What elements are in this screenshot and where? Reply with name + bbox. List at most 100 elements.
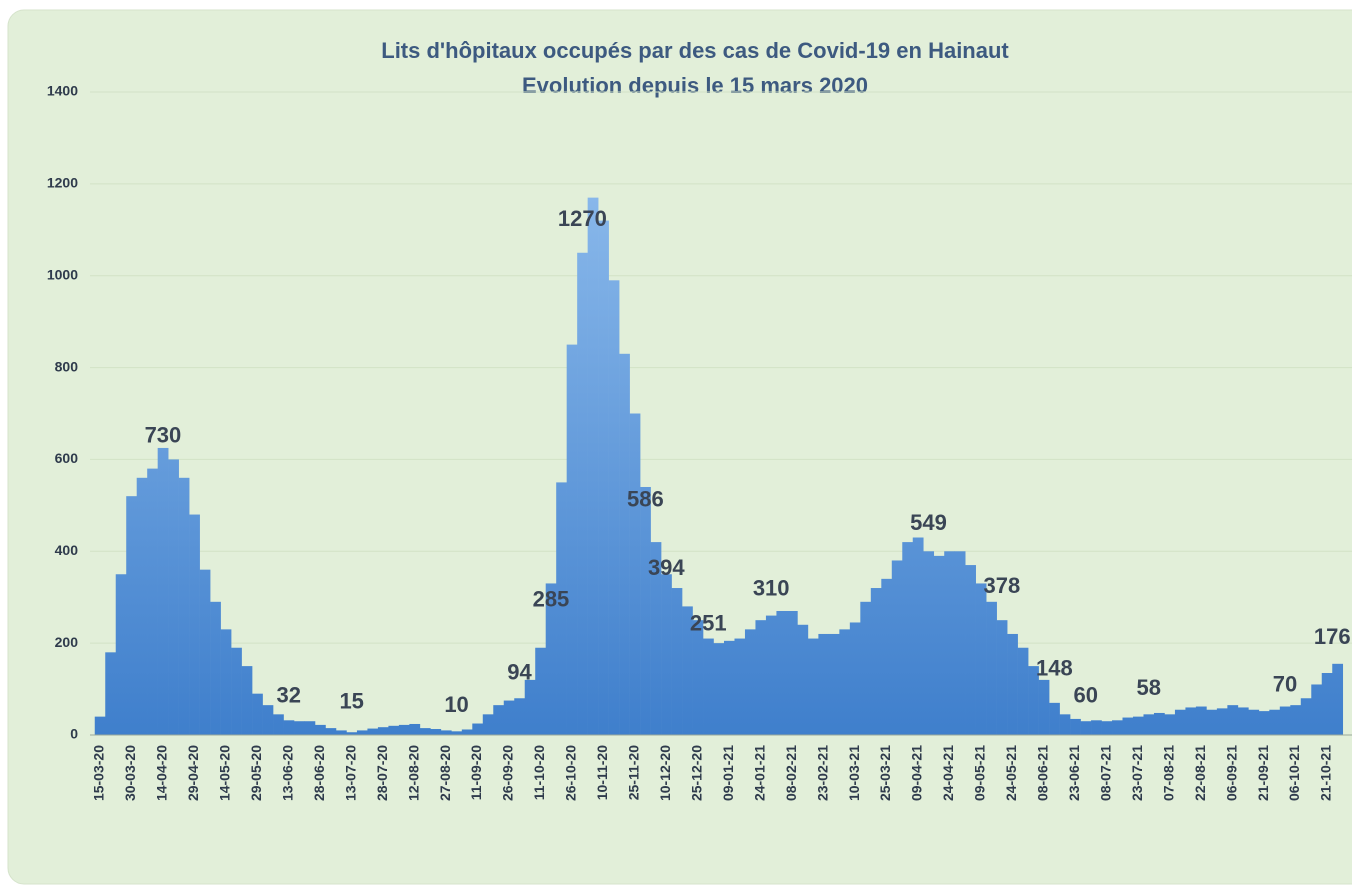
bar (430, 729, 442, 735)
bar (744, 629, 756, 735)
bar (461, 729, 473, 735)
bar (314, 724, 326, 735)
bar (577, 252, 588, 735)
x-tick-label: 14-04-20 (154, 745, 170, 801)
x-tick-label: 15-03-20 (91, 745, 107, 801)
x-tick-label: 08-02-21 (783, 745, 799, 801)
x-tick-label: 27-08-20 (437, 745, 453, 801)
bar (671, 588, 683, 735)
y-tick-label: 600 (55, 450, 79, 466)
bar (1059, 714, 1071, 735)
x-tick-label: 12-08-20 (405, 745, 421, 801)
bar (1017, 647, 1029, 735)
bar (1206, 709, 1218, 735)
x-tick-label: 26-09-20 (500, 745, 516, 801)
bar (325, 728, 337, 735)
y-tick-label: 400 (55, 542, 79, 558)
bar (115, 574, 127, 735)
annotation: 1270 (558, 206, 607, 231)
annotation: 310 (753, 576, 790, 601)
x-tick-label: 26-10-20 (563, 745, 579, 801)
bar (524, 679, 536, 735)
bar (398, 724, 410, 735)
bar (1248, 709, 1260, 735)
bar (619, 353, 630, 735)
bar (472, 723, 484, 735)
bar (210, 601, 221, 735)
x-tick-label: 28-06-20 (311, 745, 327, 801)
annotation: 394 (648, 555, 685, 580)
bar (1279, 706, 1291, 735)
bar (157, 447, 169, 735)
annotation: 251 (690, 611, 727, 636)
bar (807, 638, 819, 735)
bar (786, 610, 798, 735)
bar (661, 574, 672, 735)
chart-background (7, 9, 1352, 885)
bar (231, 647, 242, 735)
bar (996, 620, 1008, 735)
x-tick-label: 24-05-21 (1003, 745, 1019, 801)
x-tick-label: 09-04-21 (909, 745, 925, 801)
bar (168, 459, 179, 735)
bar (1080, 721, 1092, 735)
bar (923, 551, 935, 735)
bar (178, 477, 190, 735)
bar (1300, 698, 1312, 735)
y-tick-label: 200 (55, 634, 79, 650)
bar (954, 551, 966, 735)
bar (1269, 709, 1281, 735)
bar (629, 413, 641, 735)
bar (849, 622, 861, 735)
bar (1112, 720, 1123, 735)
bar (241, 666, 253, 735)
x-tick-label: 11-10-20 (531, 745, 547, 800)
x-tick-label: 13-06-20 (279, 745, 295, 801)
x-tick-label: 10-11-20 (594, 745, 610, 800)
annotation: 60 (1074, 683, 1098, 708)
bar (860, 601, 872, 735)
x-tick-label: 09-01-21 (720, 745, 736, 801)
bar (682, 606, 693, 735)
bar (587, 197, 599, 735)
bar (870, 588, 882, 735)
x-tick-label: 08-06-21 (1035, 745, 1051, 801)
bar (912, 537, 924, 735)
bar (1132, 716, 1144, 735)
bar (94, 716, 106, 735)
x-tick-label: 11-09-20 (468, 745, 484, 800)
x-tick-label: 08-07-21 (1097, 745, 1113, 801)
bar (818, 633, 830, 735)
annotation: 58 (1136, 675, 1160, 700)
bar (126, 496, 138, 735)
bar (451, 731, 463, 735)
x-tick-label: 25-03-21 (877, 745, 893, 801)
bar (839, 629, 851, 735)
x-tick-label: 06-10-21 (1286, 745, 1302, 801)
x-tick-label: 23-07-21 (1129, 745, 1145, 801)
bar (1101, 721, 1113, 735)
bar (1091, 720, 1102, 735)
bar (220, 629, 232, 735)
bar (944, 551, 956, 735)
bar (1237, 707, 1249, 735)
x-tick-label: 30-03-20 (122, 745, 138, 801)
bar (367, 728, 379, 735)
bar (650, 542, 662, 735)
bar (1164, 714, 1176, 735)
bar (199, 569, 211, 735)
bar (797, 624, 809, 735)
bar (1311, 684, 1323, 735)
bar (975, 583, 987, 735)
bar (902, 542, 914, 735)
bar (765, 615, 777, 735)
bar (1216, 708, 1228, 735)
x-tick-label: 29-05-20 (248, 745, 264, 801)
annotation: 285 (533, 587, 570, 612)
bar (734, 638, 746, 735)
bar (482, 714, 494, 735)
annotation: 148 (1036, 656, 1073, 681)
bar (1070, 718, 1081, 735)
y-tick-label: 1400 (47, 83, 78, 99)
bar (545, 583, 557, 735)
